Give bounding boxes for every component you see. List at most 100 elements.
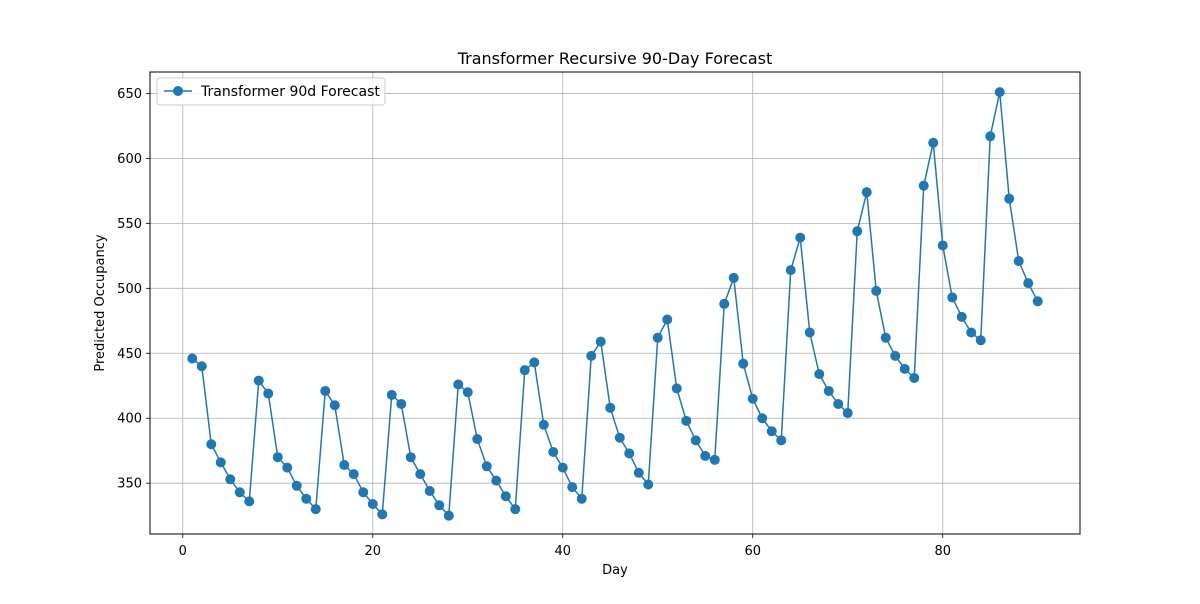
data-point bbox=[386, 389, 397, 400]
data-point bbox=[842, 408, 853, 419]
data-point bbox=[947, 292, 958, 303]
y-axis-label: Predicted Occupancy bbox=[93, 234, 108, 372]
data-point bbox=[614, 432, 625, 443]
data-point bbox=[928, 137, 939, 148]
plot-frame bbox=[149, 71, 1081, 535]
data-point bbox=[253, 375, 264, 386]
series-line bbox=[191, 91, 1039, 517]
data-point bbox=[424, 485, 435, 496]
legend: Transformer 90d Forecast bbox=[156, 77, 386, 106]
data-point bbox=[557, 462, 568, 473]
y-tick-label: 450 bbox=[117, 347, 142, 362]
y-tick-label: 350 bbox=[117, 477, 142, 492]
data-point bbox=[225, 474, 236, 485]
data-point bbox=[605, 402, 616, 413]
series-layer bbox=[187, 87, 1043, 521]
legend-box bbox=[156, 77, 386, 106]
data-point bbox=[804, 327, 815, 338]
data-point bbox=[624, 448, 635, 459]
data-point bbox=[358, 487, 369, 498]
x-tick-label: 0 bbox=[179, 544, 187, 559]
data-point bbox=[700, 450, 711, 461]
data-point bbox=[757, 413, 768, 424]
data-point bbox=[396, 398, 407, 409]
data-point bbox=[681, 415, 692, 426]
data-point bbox=[348, 469, 359, 480]
x-tick-label: 60 bbox=[744, 544, 761, 559]
data-point bbox=[709, 454, 720, 465]
x-tick-label: 40 bbox=[554, 544, 571, 559]
data-point bbox=[472, 434, 483, 445]
data-point bbox=[1004, 193, 1015, 204]
data-point bbox=[937, 240, 948, 251]
data-point bbox=[196, 361, 207, 372]
data-point bbox=[339, 460, 350, 471]
data-point bbox=[719, 298, 730, 309]
data-point bbox=[861, 187, 872, 198]
data-point bbox=[576, 493, 587, 504]
data-point bbox=[320, 385, 331, 396]
data-point bbox=[310, 504, 321, 515]
data-point bbox=[301, 493, 312, 504]
data-point bbox=[776, 435, 787, 446]
data-point bbox=[586, 350, 597, 361]
data-point bbox=[814, 369, 825, 380]
data-point bbox=[766, 426, 777, 437]
data-point bbox=[415, 469, 426, 480]
data-point bbox=[975, 335, 986, 346]
data-point bbox=[1032, 296, 1043, 307]
data-point bbox=[795, 232, 806, 243]
data-point bbox=[871, 285, 882, 296]
data-point bbox=[567, 482, 578, 493]
y-tick-label: 650 bbox=[117, 87, 142, 102]
data-point bbox=[481, 461, 492, 472]
data-point bbox=[1013, 256, 1024, 267]
legend-marker-swatch bbox=[173, 86, 183, 96]
data-point bbox=[966, 327, 977, 338]
data-point bbox=[405, 452, 416, 463]
data-point bbox=[282, 462, 293, 473]
data-point bbox=[329, 400, 340, 411]
data-point bbox=[453, 379, 464, 390]
data-point bbox=[833, 398, 844, 409]
data-point bbox=[671, 383, 682, 394]
data-point bbox=[206, 439, 217, 450]
data-point bbox=[244, 496, 255, 507]
x-axis-label: Day bbox=[602, 563, 628, 578]
data-point bbox=[595, 336, 606, 347]
data-point bbox=[747, 393, 758, 404]
legend-label: Transformer 90d Forecast bbox=[200, 84, 380, 100]
data-point bbox=[852, 226, 863, 237]
data-point bbox=[538, 419, 549, 430]
data-point bbox=[529, 357, 540, 368]
data-point bbox=[985, 131, 996, 142]
data-point bbox=[785, 265, 796, 276]
data-point bbox=[443, 510, 454, 521]
data-point bbox=[899, 363, 910, 374]
data-point bbox=[272, 452, 283, 463]
data-point bbox=[1023, 278, 1034, 289]
data-point bbox=[823, 385, 834, 396]
data-point bbox=[367, 498, 378, 509]
data-point bbox=[643, 479, 654, 490]
data-point bbox=[909, 372, 920, 383]
data-point bbox=[652, 332, 663, 343]
data-point bbox=[510, 504, 521, 515]
y-tick-label: 600 bbox=[117, 152, 142, 167]
data-point bbox=[918, 180, 929, 191]
y-axis-ticks: 350 400 450 500 550 600 650 bbox=[117, 87, 150, 492]
y-tick-label: 500 bbox=[117, 282, 142, 297]
x-tick-label: 20 bbox=[364, 544, 381, 559]
data-point bbox=[434, 500, 445, 511]
data-point bbox=[633, 467, 644, 478]
data-point bbox=[738, 358, 749, 369]
x-tick-label: 80 bbox=[934, 544, 951, 559]
data-point bbox=[234, 487, 245, 498]
x-axis-ticks: 0 20 40 60 80 bbox=[179, 534, 951, 559]
chart-title: Transformer Recursive 90-Day Forecast bbox=[457, 49, 773, 68]
data-point bbox=[690, 435, 701, 446]
data-point bbox=[956, 311, 967, 322]
data-point bbox=[548, 447, 559, 458]
